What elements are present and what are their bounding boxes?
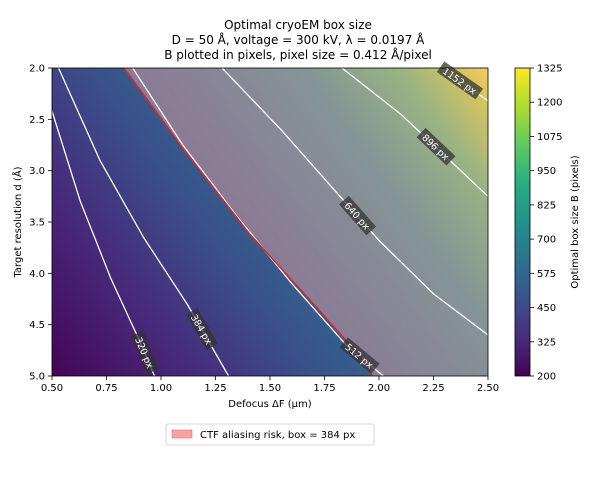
chart-title-line: D = 50 Å, voltage = 300 kV, λ = 0.0197 Å <box>172 32 425 47</box>
legend-swatch <box>171 429 193 439</box>
y-tick-label: 4.0 <box>29 269 45 280</box>
x-tick-label: 2.00 <box>368 383 390 394</box>
colorbar-tick-label: 825 <box>537 200 556 211</box>
legend-frame <box>165 423 375 446</box>
x-tick-label: 1.00 <box>150 383 172 394</box>
chart-title-line: Optimal cryoEM box size <box>224 18 372 32</box>
colorbar-tick-label: 1075 <box>537 132 562 143</box>
colorbar-ticks: 200 325 450 575 700 825 950 1075 1200 1325 <box>530 64 562 383</box>
contour-label-bg <box>339 195 377 236</box>
contour-label-bg <box>436 61 484 100</box>
x-tick-label: 0.75 <box>95 383 117 394</box>
chart-title-line: B plotted in pixels, pixel size = 0.412 … <box>164 47 432 62</box>
x-axis-label: Defocus ΔF (µm) <box>228 399 311 410</box>
x-tick-label: 1.50 <box>259 383 281 394</box>
colorbar-tick-label: 950 <box>537 166 556 177</box>
contour-label-bg <box>186 307 219 351</box>
x-tick-label: 1.25 <box>204 383 226 394</box>
colorbar-tick-label: 1325 <box>537 64 562 75</box>
y-axis-label: Target resolution d (Å) <box>11 166 24 278</box>
colorbar-tick-label: 325 <box>537 337 556 348</box>
y-tick-label: 2.0 <box>29 64 45 75</box>
contour-label-bg <box>416 127 456 166</box>
y-tick-label: 2.5 <box>29 115 45 126</box>
x-tick-label: 2.25 <box>422 383 444 394</box>
colorbar-tick-label: 1200 <box>537 98 562 109</box>
colorbar-tick-label: 575 <box>537 269 556 280</box>
aliasing-risk-region <box>123 68 488 376</box>
x-tick-label: 1.75 <box>313 383 335 394</box>
y-axis: 2.0 2.5 3.0 3.5 4.0 4.5 5.0 <box>29 64 52 383</box>
legend-label: CTF aliasing risk, box = 384 px <box>200 430 355 441</box>
x-tick-label: 0.50 <box>41 383 63 394</box>
y-tick-label: 5.0 <box>29 372 45 383</box>
x-tick-label: 2.50 <box>477 383 499 394</box>
y-tick-label: 3.5 <box>29 218 45 229</box>
y-tick-label: 4.5 <box>29 320 45 331</box>
colorbar <box>514 67 531 377</box>
colorbar-tick-label: 700 <box>537 235 556 246</box>
y-tick-label: 3.0 <box>29 166 45 177</box>
contour-label-bg <box>339 337 380 374</box>
colorbar-tick-label: 200 <box>537 372 556 383</box>
x-axis: 0.50 0.75 1.00 1.25 1.50 1.75 2.00 2.25 2.50 <box>41 376 499 394</box>
colorbar-tick-label: 450 <box>537 303 556 314</box>
colorbar-label: Optimal box size B (pixels) <box>570 155 581 288</box>
contour-label-bg <box>130 330 160 374</box>
legend: CTF aliasing risk, box = 384 px <box>165 423 375 446</box>
heatmap-field <box>52 68 488 376</box>
